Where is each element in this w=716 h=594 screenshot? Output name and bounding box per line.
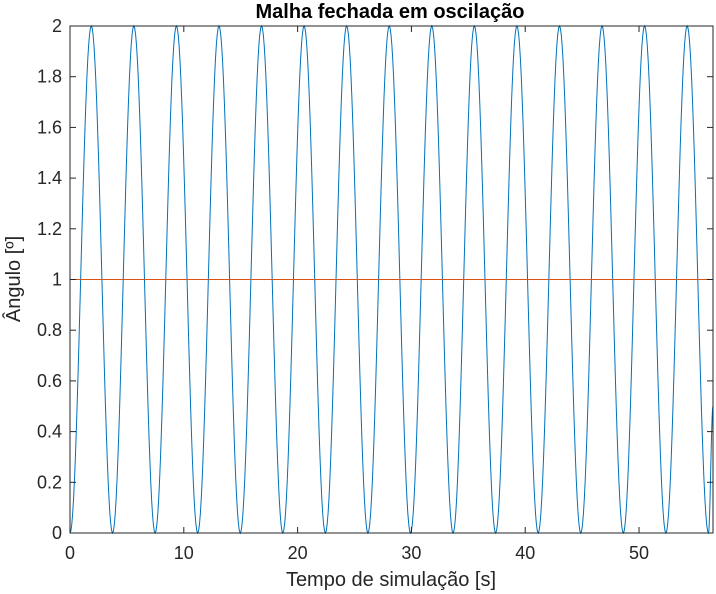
y-tick-label: 0.6 [37, 371, 62, 391]
x-tick-label: 10 [174, 543, 194, 563]
x-tick-label: 0 [65, 543, 75, 563]
y-tick-label: 1.4 [37, 168, 62, 188]
x-tick-label: 20 [288, 543, 308, 563]
y-tick-label: 1.8 [37, 67, 62, 87]
y-tick-label: 2 [52, 16, 62, 36]
y-tick-label: 0.8 [37, 320, 62, 340]
chart-title: Malha fechada em oscilação [255, 1, 524, 23]
y-tick-label: 1.2 [37, 219, 62, 239]
x-axis-label: Tempo de simulação [s] [286, 569, 496, 591]
y-tick-label: 0 [52, 523, 62, 543]
series-layer [69, 24, 714, 535]
y-tick-label: 0.2 [37, 472, 62, 492]
x-tick-label: 30 [401, 543, 421, 563]
y-tick-label: 1.6 [37, 117, 62, 137]
y-axis-label: Ângulo [º] [2, 236, 25, 322]
x-tick-label: 40 [515, 543, 535, 563]
y-tick-label: 1 [52, 270, 62, 290]
x-tick-label: 50 [629, 543, 649, 563]
tick-layer: 0 10 20 30 40 50 0 0.2 0.4 0.6 0.8 1 1.2 1.4 1.6 1.8 2 [37, 16, 713, 563]
y-tick-label: 0.4 [37, 422, 62, 442]
